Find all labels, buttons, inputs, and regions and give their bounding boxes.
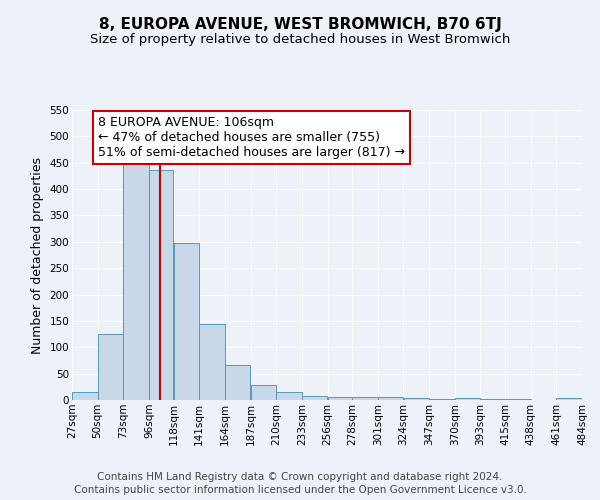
Bar [251, 385, 276, 400]
Bar [455, 398, 481, 400]
Y-axis label: Number of detached properties: Number of detached properties [31, 156, 44, 354]
Bar [225, 364, 250, 400]
Bar [404, 398, 429, 400]
Text: 8 EUROPA AVENUE: 106sqm
← 47% of detached houses are smaller (755)
51% of semi-d: 8 EUROPA AVENUE: 106sqm ← 47% of detache… [98, 116, 404, 160]
Bar [149, 170, 173, 400]
Bar [277, 392, 302, 400]
Bar [302, 396, 328, 400]
Text: Contains public sector information licensed under the Open Government Licence v3: Contains public sector information licen… [74, 485, 526, 495]
Bar [98, 334, 123, 400]
Bar [556, 398, 582, 400]
Text: Size of property relative to detached houses in West Bromwich: Size of property relative to detached ho… [90, 32, 510, 46]
Bar [199, 324, 225, 400]
Text: 8, EUROPA AVENUE, WEST BROMWICH, B70 6TJ: 8, EUROPA AVENUE, WEST BROMWICH, B70 6TJ [98, 18, 502, 32]
Bar [72, 392, 98, 400]
Bar [429, 399, 455, 400]
Bar [328, 398, 352, 400]
Text: Contains HM Land Registry data © Crown copyright and database right 2024.: Contains HM Land Registry data © Crown c… [97, 472, 503, 482]
Bar [378, 398, 403, 400]
Bar [173, 243, 199, 400]
Bar [352, 397, 377, 400]
Bar [124, 164, 149, 400]
